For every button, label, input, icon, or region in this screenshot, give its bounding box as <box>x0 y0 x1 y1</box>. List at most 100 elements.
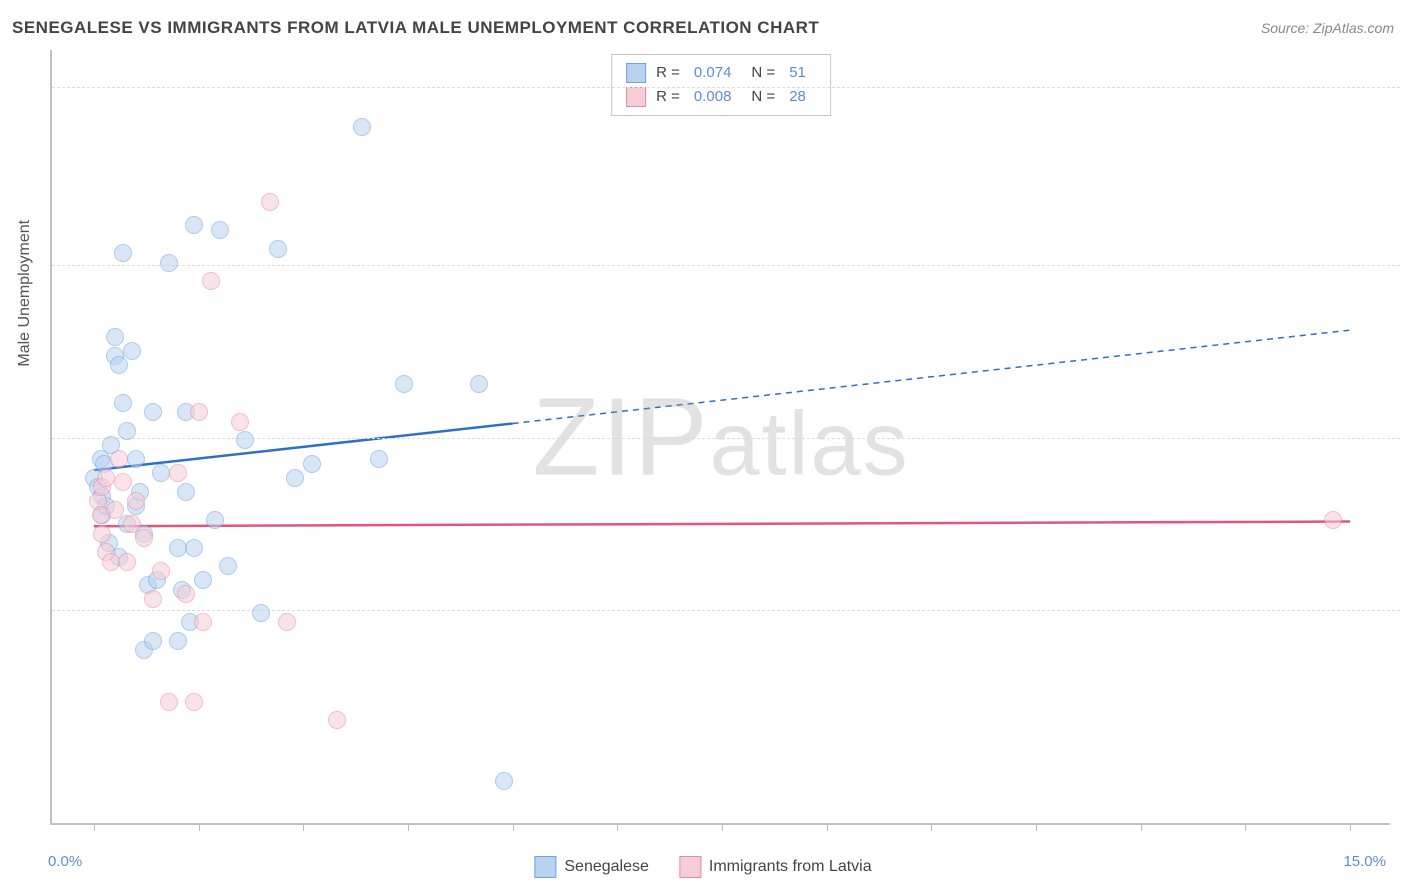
senegalese-point <box>169 632 187 650</box>
chart-title: SENEGALESE VS IMMIGRANTS FROM LATVIA MAL… <box>12 18 819 38</box>
latvia-point <box>185 693 203 711</box>
legend-series-senegalese: Senegalese <box>534 856 649 878</box>
legend-r-value: 0.008 <box>694 85 732 109</box>
x-tick <box>1141 823 1142 831</box>
legend-correlation-box: R = 0.074 N = 51 R = 0.008 N = 28 <box>611 54 831 116</box>
senegalese-point <box>110 356 128 374</box>
x-tick <box>513 823 514 831</box>
senegalese-point <box>206 511 224 529</box>
latvia-point <box>114 473 132 491</box>
senegalese-point <box>236 431 254 449</box>
latvia-point <box>202 272 220 290</box>
chart-header: SENEGALESE VS IMMIGRANTS FROM LATVIA MAL… <box>12 18 1394 38</box>
latvia-point <box>118 553 136 571</box>
senegalese-point <box>169 539 187 557</box>
x-axis-max-label: 15.0% <box>1343 853 1386 870</box>
gridline <box>52 438 1400 439</box>
senegalese-point <box>353 118 371 136</box>
senegalese-point <box>252 604 270 622</box>
legend-n-label: N = <box>751 85 775 109</box>
legend-row-latvia: R = 0.008 N = 28 <box>626 85 816 109</box>
senegalese-point <box>144 403 162 421</box>
legend-r-value: 0.074 <box>694 61 732 85</box>
senegalese-point <box>395 375 413 393</box>
x-tick <box>827 823 828 831</box>
legend-series-latvia: Immigrants from Latvia <box>679 856 872 878</box>
x-tick <box>94 823 95 831</box>
senegalese-point <box>211 221 229 239</box>
x-tick <box>722 823 723 831</box>
latvia-point <box>127 492 145 510</box>
senegalese-point <box>370 450 388 468</box>
legend-series-label: Immigrants from Latvia <box>709 858 872 876</box>
latvia-point <box>261 193 279 211</box>
senegalese-point <box>114 244 132 262</box>
senegalese-point <box>123 342 141 360</box>
senegalese-point <box>152 464 170 482</box>
latvia-point <box>1324 511 1342 529</box>
latvia-point <box>328 711 346 729</box>
latvia-point <box>152 562 170 580</box>
x-tick <box>931 823 932 831</box>
gridline <box>52 265 1400 266</box>
latvia-point <box>144 590 162 608</box>
chart-container: SENEGALESE VS IMMIGRANTS FROM LATVIA MAL… <box>0 0 1406 892</box>
senegalese-point <box>127 450 145 468</box>
senegalese-point <box>106 328 124 346</box>
latvia-point <box>177 585 195 603</box>
latvia-point <box>102 553 120 571</box>
latvia-point <box>231 413 249 431</box>
y-axis-label: Male Unemployment <box>16 220 34 367</box>
x-tick <box>1036 823 1037 831</box>
latvia-point <box>97 469 115 487</box>
senegalese-point <box>194 571 212 589</box>
senegalese-trendline-extrapolated <box>513 330 1351 423</box>
senegalese-point <box>185 539 203 557</box>
legend-n-label: N = <box>751 61 775 85</box>
source-attribution: Source: ZipAtlas.com <box>1261 20 1394 36</box>
x-tick <box>617 823 618 831</box>
x-tick <box>408 823 409 831</box>
senegalese-point <box>303 455 321 473</box>
senegalese-point <box>495 772 513 790</box>
senegalese-point <box>219 557 237 575</box>
legend-series-label: Senegalese <box>564 858 649 876</box>
latvia-point <box>160 693 178 711</box>
senegalese-point <box>470 375 488 393</box>
latvia-point <box>135 529 153 547</box>
latvia-point <box>169 464 187 482</box>
plot-inner: ZIPatlas R =0.074N =51R =0.008N =28 3.8%… <box>52 50 1390 823</box>
legend-n-value: 28 <box>789 85 806 109</box>
latvia-point <box>93 525 111 543</box>
senegalese-point <box>269 240 287 258</box>
x-tick <box>303 823 304 831</box>
legend-r-label: R = <box>656 85 680 109</box>
latvia-trendline <box>94 522 1350 527</box>
senegalese-point <box>286 469 304 487</box>
senegalese-point <box>177 483 195 501</box>
legend-swatch-icon <box>626 87 646 107</box>
latvia-point <box>106 501 124 519</box>
x-tick <box>199 823 200 831</box>
senegalese-point <box>118 422 136 440</box>
latvia-point <box>194 613 212 631</box>
gridline <box>52 87 1400 88</box>
senegalese-point <box>160 254 178 272</box>
latvia-point <box>110 450 128 468</box>
legend-row-senegalese: R = 0.074 N = 51 <box>626 61 816 85</box>
legend-swatch-icon <box>679 856 701 878</box>
legend-series: Senegalese Immigrants from Latvia <box>534 856 871 878</box>
legend-swatch-icon <box>626 63 646 83</box>
x-axis-min-label: 0.0% <box>48 853 82 870</box>
plot-area: ZIPatlas R =0.074N =51R =0.008N =28 3.8%… <box>50 50 1390 825</box>
legend-n-value: 51 <box>789 61 806 85</box>
x-tick <box>1350 823 1351 831</box>
senegalese-point <box>144 632 162 650</box>
legend-r-label: R = <box>656 61 680 85</box>
legend-swatch-icon <box>534 856 556 878</box>
latvia-point <box>278 613 296 631</box>
x-tick <box>1245 823 1246 831</box>
latvia-point <box>190 403 208 421</box>
senegalese-point <box>185 216 203 234</box>
senegalese-point <box>114 394 132 412</box>
